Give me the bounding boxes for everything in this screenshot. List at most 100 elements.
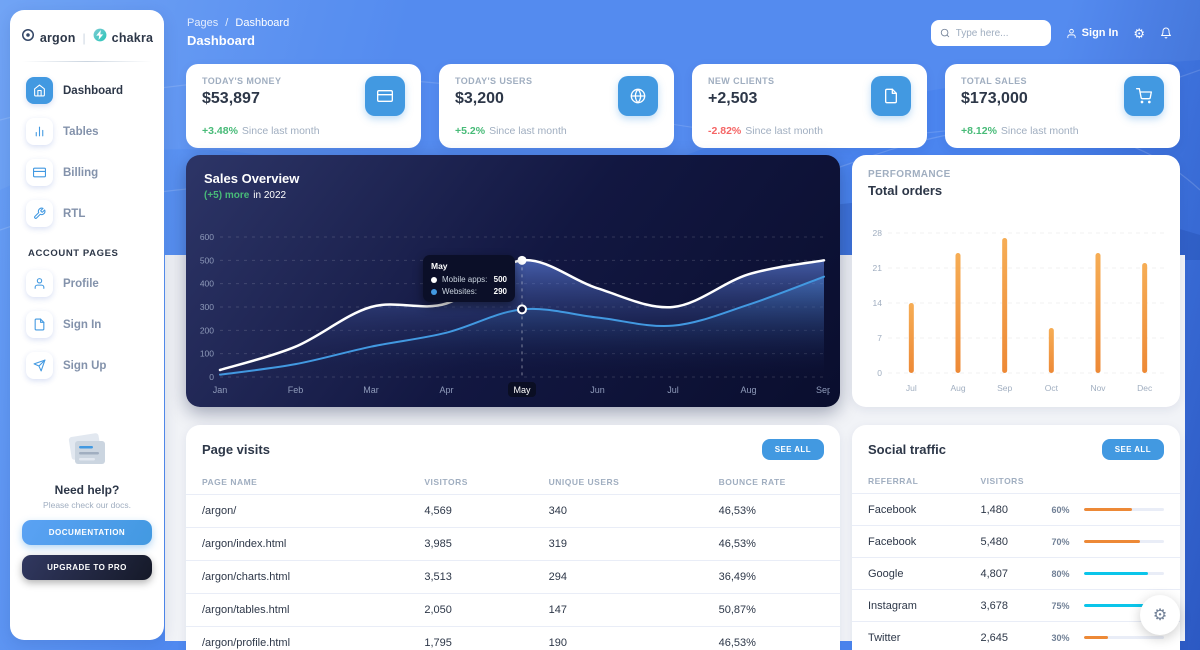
search-icon — [940, 28, 950, 38]
performance-title: Total orders — [868, 183, 943, 198]
progress-bar — [1083, 604, 1164, 607]
stat-delta: +3.48% — [202, 125, 238, 137]
svg-text:Aug: Aug — [950, 383, 965, 393]
search-box — [930, 20, 1051, 46]
stats-row: TODAY'S MONEY $53,897 +3.48% Since last m… — [186, 64, 1180, 148]
sidebar-item-label: Billing — [63, 166, 99, 179]
svg-text:Aug: Aug — [740, 385, 756, 395]
globe-icon — [618, 76, 658, 116]
settings-gear-icon[interactable]: ⚙ — [1133, 25, 1145, 41]
settings-fab-gear-icon[interactable]: ⚙ — [1140, 595, 1180, 635]
progress-bar — [1083, 508, 1164, 511]
stat-value: $53,897 — [202, 90, 260, 107]
svg-text:Jun: Jun — [590, 385, 605, 395]
sidebar-item-signin[interactable]: Sign In — [22, 304, 152, 345]
rocket-icon — [26, 352, 53, 379]
argon-logo-icon — [21, 28, 35, 47]
cell-percent: 30% — [1051, 632, 1070, 643]
cart-icon — [1124, 76, 1164, 116]
bar-chart-canvas: 0 7 14 21 28 Jul Aug Sep Oct Nov Dec — [864, 223, 1168, 410]
svg-text:Jan: Jan — [213, 385, 228, 395]
sidebar-item-tables[interactable]: Tables — [22, 111, 152, 152]
sidebar-item-label: Tables — [63, 125, 99, 138]
column-header: VISITORS — [980, 476, 1024, 486]
progress-bar — [1083, 540, 1164, 543]
tables-icon — [26, 118, 53, 145]
wallet-icon — [365, 76, 405, 116]
stat-delta: -2.82% — [708, 125, 742, 137]
breadcrumb-pages-link[interactable]: Pages — [187, 17, 219, 29]
sidebar-item-billing[interactable]: Billing — [22, 152, 152, 193]
svg-text:200: 200 — [200, 325, 214, 335]
cell-visitors: 3,985 — [408, 527, 533, 561]
bell-icon[interactable] — [1160, 27, 1172, 39]
upgrade-pro-button[interactable]: UPGRADE TO PRO — [22, 555, 152, 580]
stat-value: $173,000 — [961, 90, 1028, 107]
cell-referral: Facebook — [868, 503, 917, 516]
cell-unique-users: 190 — [532, 626, 703, 650]
cell-page-name: /argon/index.html — [186, 527, 409, 561]
cell-visitors: 4,569 — [408, 494, 533, 528]
brand-logo: argon | chakra — [21, 28, 153, 47]
breadcrumb-separator: / — [225, 17, 229, 29]
sales-line-chart: 0 100 200 300 400 500 600 Jan Feb Mar Apr May Jun Jul… — [194, 201, 832, 401]
svg-text:7: 7 — [877, 333, 882, 343]
sign-in-label: Sign In — [1081, 27, 1119, 39]
svg-text:Sep: Sep — [997, 383, 1012, 393]
tooltip-value: 500 — [493, 275, 507, 285]
svg-text:300: 300 — [200, 302, 214, 312]
stat-label: TODAY'S USERS — [455, 76, 533, 86]
cell-visitors: 2,645 — [980, 631, 1008, 644]
sidebar: argon | chakra Dashboard Tables Billing — [10, 10, 164, 640]
svg-text:0: 0 — [209, 372, 214, 382]
svg-text:Dec: Dec — [1137, 383, 1153, 393]
sidebar-item-rtl[interactable]: RTL — [22, 193, 152, 234]
sidebar-item-profile[interactable]: Profile — [22, 263, 152, 304]
cell-unique-users: 147 — [532, 593, 703, 627]
sidebar-item-label: Sign Up — [63, 359, 107, 372]
search-input[interactable] — [955, 27, 1042, 39]
cell-percent: 60% — [1051, 504, 1070, 515]
table-row: /argon/profile.html 1,795 190 46,53% — [186, 626, 840, 650]
cell-bounce-rate: 46,53% — [702, 527, 840, 561]
svg-text:500: 500 — [200, 255, 214, 265]
websites-series-dot — [431, 288, 437, 295]
progress-bar — [1083, 636, 1164, 639]
list-item: Instagram 3,678 75% — [852, 590, 1180, 622]
cell-visitors: 1,795 — [408, 626, 533, 650]
documentation-button[interactable]: DOCUMENTATION — [22, 520, 152, 545]
cell-page-name: /argon/tables.html — [186, 593, 409, 627]
svg-text:0: 0 — [877, 368, 882, 378]
stat-card-new-clients: NEW CLIENTS +2,503 -2.82% Since last mont… — [692, 64, 927, 148]
page-visits-see-all-button[interactable]: SEE ALL — [761, 439, 824, 460]
sidebar-item-signup[interactable]: Sign Up — [22, 345, 152, 386]
sidebar-item-dashboard[interactable]: Dashboard — [22, 70, 152, 111]
stat-delta: +8.12% — [961, 125, 997, 137]
page-visits-table: PAGE NAME VISITORS UNIQUE USERS BOUNCE R… — [186, 470, 840, 650]
svg-text:28: 28 — [873, 228, 883, 238]
document-icon — [871, 76, 911, 116]
logo-divider: | — [82, 30, 86, 45]
cell-unique-users: 340 — [532, 494, 703, 528]
stat-label: NEW CLIENTS — [708, 76, 775, 86]
argon-logo-text: argon — [39, 30, 76, 45]
cell-unique-users: 294 — [532, 560, 703, 594]
help-title: Need help? — [54, 483, 120, 497]
sign-in-button[interactable]: Sign In — [1066, 27, 1119, 39]
list-item: Twitter 2,645 30% — [852, 622, 1180, 650]
cell-page-name: /argon/profile.html — [186, 626, 409, 650]
list-item: Facebook 1,480 60% — [852, 494, 1180, 526]
table-row: /argon/ 4,569 340 46,53% — [186, 494, 840, 528]
orders-bar-chart: 0 7 14 21 28 Jul Aug Sep Oct Nov Dec — [864, 223, 1168, 405]
cell-referral: Facebook — [868, 535, 917, 548]
cell-bounce-rate: 46,53% — [702, 626, 840, 650]
cell-visitors: 3,513 — [408, 560, 533, 594]
person-icon — [1066, 28, 1077, 39]
sidebar-item-label: Profile — [63, 277, 99, 290]
person-icon — [26, 270, 53, 297]
list-item: Google 4,807 80% — [852, 558, 1180, 590]
social-traffic-title: Social traffic — [868, 442, 947, 457]
document-icon — [26, 311, 53, 338]
social-traffic-see-all-button[interactable]: SEE ALL — [1101, 439, 1164, 460]
docs-illustration — [58, 433, 116, 476]
